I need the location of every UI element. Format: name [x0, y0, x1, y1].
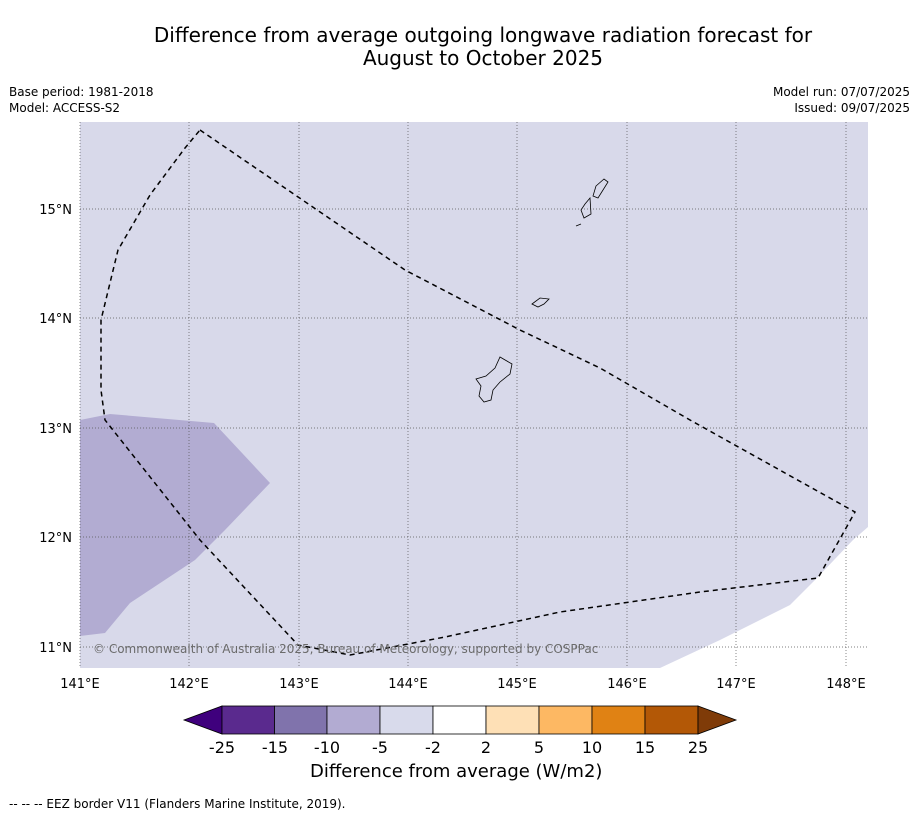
lon-label: 145°E: [497, 677, 537, 692]
chart-title-line2: August to October 2025: [362, 46, 604, 70]
colorbar-tick-label: -10: [313, 738, 341, 757]
lon-label: 141°E: [60, 677, 100, 692]
colorbar-segment: [485, 705, 540, 735]
gridlines: [79, 122, 868, 668]
lat-label: 14°N: [39, 312, 72, 327]
lon-label: 142°E: [169, 677, 209, 692]
colorbar-tick-label: 25: [687, 738, 709, 757]
base-period: Base period: 1981-2018: [9, 85, 154, 99]
copyright-notice: © Commonwealth of Australia 2025, Bureau…: [93, 642, 598, 656]
colorbar-tick-label: 15: [634, 738, 656, 757]
colorbar-segment: [644, 705, 699, 735]
lat-labels: 15°N 14°N 13°N 12°N 11°N: [39, 203, 72, 656]
colorbar-tick-label: 5: [533, 738, 545, 757]
lon-label: 144°E: [388, 677, 428, 692]
colorbar-segment: [432, 705, 487, 735]
lat-label: 15°N: [39, 203, 72, 218]
tinian-island: [580, 196, 592, 219]
meta-right: Model run: 07/07/2025 Issued: 09/07/2025: [773, 84, 910, 116]
colorbar-tick-label: -25: [208, 738, 236, 757]
colorbar-segment: [274, 705, 328, 735]
colorbar-segment: [379, 705, 434, 735]
colorbar-extend-high: [697, 705, 738, 735]
colorbar-segment: [326, 705, 381, 735]
lon-labels: 141°E 142°E 143°E 144°E 145°E 146°E 147°…: [60, 677, 866, 692]
colorbar-tick-label: -15: [261, 738, 289, 757]
colorbar-segment: [221, 705, 275, 735]
lat-label: 13°N: [39, 422, 72, 437]
colorbar-tick-label: -2: [425, 738, 441, 757]
meta-left: Base period: 1981-2018 Model: ACCESS-S2: [9, 84, 154, 116]
colorbar-tick-label: 10: [581, 738, 603, 757]
colorbar-tick-label: -5: [372, 738, 388, 757]
model-run: Model run: 07/07/2025: [772, 85, 910, 99]
issued-date: Issued: 09/07/2025: [794, 101, 910, 115]
colorbar: [182, 705, 738, 735]
eez-footnote: -- -- -- EEZ border V11 (Flanders Marine…: [9, 797, 346, 811]
neutral-region: [660, 527, 868, 668]
colorbar-segment: [591, 705, 646, 735]
colorbar-segment: [538, 705, 593, 735]
colorbar-title: Difference from average (W/m2): [310, 761, 603, 782]
colorbar-tick-label: 2: [480, 738, 492, 757]
chart-title-line1: Difference from average outgoing longwav…: [153, 23, 813, 47]
eez-border: [100, 128, 857, 656]
aguijan-island: [575, 223, 582, 227]
lon-label: 146°E: [607, 677, 647, 692]
guam-island: [475, 356, 513, 403]
saipan-island: [592, 178, 609, 199]
negative-anomaly-region: [80, 414, 270, 636]
map-background: [80, 122, 868, 668]
colorbar-extend-low: [182, 705, 223, 735]
lon-label: 147°E: [716, 677, 756, 692]
lat-label: 12°N: [39, 531, 72, 546]
lon-label: 143°E: [279, 677, 319, 692]
lat-label: 11°N: [39, 641, 72, 656]
model-name: Model: ACCESS-S2: [9, 101, 121, 115]
rota-island: [531, 297, 550, 308]
lon-label: 148°E: [826, 677, 866, 692]
